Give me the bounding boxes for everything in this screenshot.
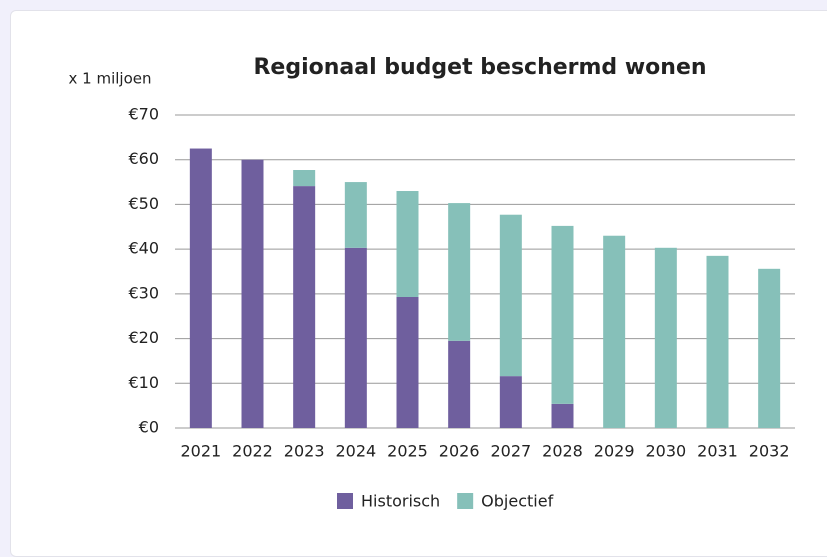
y-tick-label: €50 <box>128 194 159 213</box>
y-tick-label: €40 <box>128 239 159 258</box>
y-axis-label: x 1 miljoen <box>69 70 152 88</box>
bar-segment <box>189 148 212 429</box>
bar-segment <box>758 268 781 428</box>
bar-segment <box>293 186 316 428</box>
bar-segment <box>551 403 574 428</box>
y-tick-label: €60 <box>128 149 159 168</box>
x-tick-label: 2026 <box>439 442 480 461</box>
bar-segment <box>551 225 574 404</box>
chart-title: Regionaal budget beschermd wonen <box>253 55 706 80</box>
bar-segment <box>706 255 729 428</box>
bar-segment <box>241 159 264 428</box>
chart: Regionaal budget beschermd wonen x 1 mil… <box>69 55 795 511</box>
page: {"chart_data": {"type": "stacked_bar", "… <box>10 10 827 557</box>
bar-segment <box>654 247 677 428</box>
bar-segment <box>344 182 367 248</box>
legend-swatch <box>337 493 353 509</box>
bar-segment <box>344 247 367 428</box>
y-tick-label: €0 <box>139 418 159 437</box>
x-tick-label: 2021 <box>180 442 221 461</box>
x-tick-label: 2023 <box>284 442 325 461</box>
legend-swatch <box>457 493 474 509</box>
bar-segment <box>448 340 471 428</box>
bar-segment <box>499 376 522 428</box>
x-tick-label: 2027 <box>490 442 531 461</box>
bar-segment <box>499 214 522 377</box>
y-tick-label: €10 <box>128 373 159 392</box>
y-tick-label: €20 <box>128 328 159 347</box>
x-tick-label: 2028 <box>542 442 583 461</box>
x-tick-label: 2029 <box>594 442 635 461</box>
x-tick-label: 2024 <box>335 442 376 461</box>
x-tick-label: 2025 <box>387 442 428 461</box>
bar-segment <box>396 191 419 297</box>
x-tick-label: 2022 <box>232 442 273 461</box>
x-tick-label: 2030 <box>645 442 686 461</box>
bar-segment <box>293 169 316 187</box>
y-tick-label: €70 <box>128 105 159 124</box>
x-tick-label: 2032 <box>749 442 790 461</box>
bar-segment <box>603 235 626 428</box>
bar-segment <box>396 296 419 428</box>
x-tick-label: 2031 <box>697 442 738 461</box>
legend-label: Historisch <box>361 492 440 511</box>
legend-label: Objectief <box>481 492 553 511</box>
y-tick-label: €30 <box>128 283 159 302</box>
bar-segment <box>448 203 471 341</box>
